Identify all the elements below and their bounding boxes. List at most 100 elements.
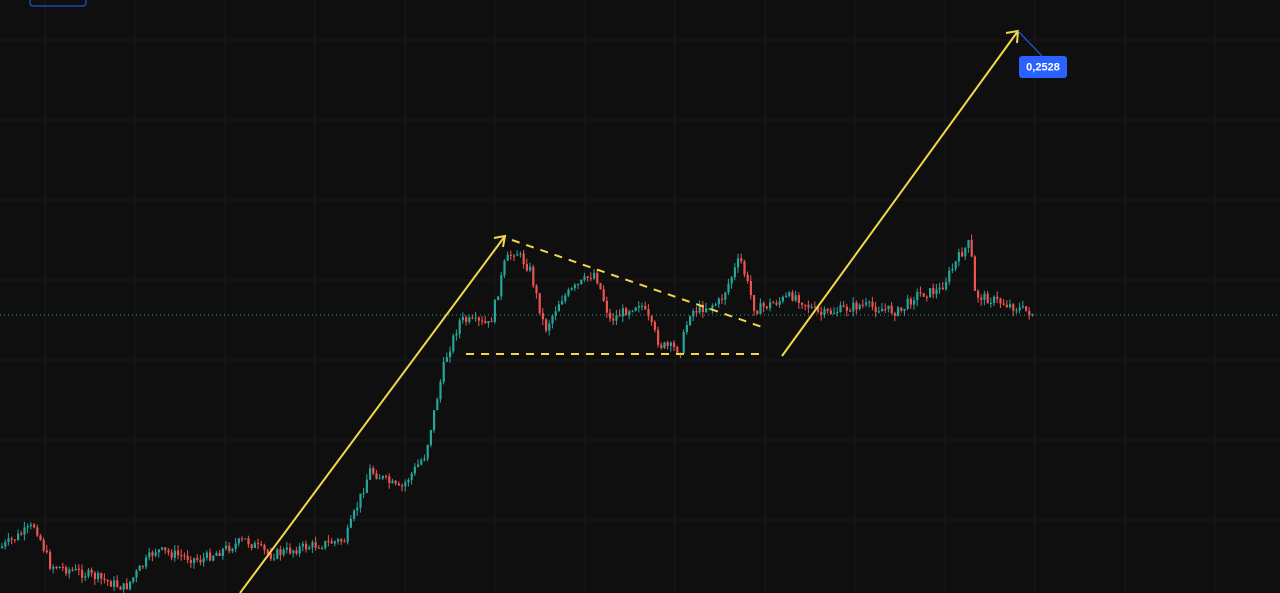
candle-body xyxy=(740,258,743,262)
candle-body xyxy=(983,293,986,300)
candle-body xyxy=(484,321,487,324)
candle-body xyxy=(263,545,266,551)
candles xyxy=(1,234,1034,593)
candle-body xyxy=(602,289,605,301)
candle-body xyxy=(42,539,45,551)
candle-body xyxy=(897,307,900,316)
candle-body xyxy=(714,304,717,306)
candle-body xyxy=(221,548,224,556)
candle-body xyxy=(330,541,333,544)
candle-body xyxy=(314,542,317,548)
candle-body xyxy=(1002,303,1005,305)
candle-body xyxy=(973,256,976,291)
candle-body xyxy=(596,272,599,284)
candle-body xyxy=(823,308,826,315)
candle-body xyxy=(666,342,669,346)
candle-body xyxy=(746,274,749,282)
candle-body xyxy=(26,526,29,528)
candle-body xyxy=(218,552,221,556)
candle-body xyxy=(122,583,125,590)
candle-body xyxy=(801,302,804,305)
candle-body xyxy=(692,311,695,317)
candle-body xyxy=(954,261,957,269)
candle-body xyxy=(570,288,573,290)
candle-body xyxy=(833,312,836,314)
candle-body xyxy=(225,545,228,549)
candle-body xyxy=(410,473,413,480)
candle-body xyxy=(737,258,740,268)
candle-body xyxy=(45,550,48,553)
candle-body xyxy=(705,308,708,313)
candle-body xyxy=(516,254,519,256)
candle-body xyxy=(401,485,404,487)
candle-body xyxy=(612,318,615,321)
candle-body xyxy=(1031,313,1034,316)
candle-body xyxy=(605,300,608,313)
candle-body xyxy=(109,581,112,587)
candle-body xyxy=(285,547,288,550)
candle-body xyxy=(689,316,692,325)
candle-body xyxy=(353,510,356,519)
candle-body xyxy=(349,518,352,528)
candle-body xyxy=(948,270,951,282)
candle-body xyxy=(205,552,208,558)
candle-body xyxy=(481,320,484,322)
candle-body xyxy=(359,493,362,508)
candle-body xyxy=(13,539,16,541)
candle-body xyxy=(519,253,522,255)
candle-body xyxy=(81,569,84,578)
candle-body xyxy=(836,311,839,313)
candle-body xyxy=(682,332,685,354)
candle-body xyxy=(468,317,471,322)
candle-body xyxy=(781,296,784,302)
candle-body xyxy=(381,475,384,479)
candle-body xyxy=(660,344,663,348)
candle-body xyxy=(634,307,637,311)
candle-body xyxy=(356,507,359,511)
candle-body xyxy=(935,289,938,295)
candle-body xyxy=(52,566,55,569)
candle-body xyxy=(564,295,567,302)
candle-body xyxy=(71,569,74,571)
arrow-head xyxy=(493,234,507,248)
candle-body xyxy=(298,546,301,554)
candle-body xyxy=(103,578,106,580)
candle-body xyxy=(253,543,256,548)
candle-body xyxy=(925,296,928,298)
candle-body xyxy=(452,335,455,352)
candle-body xyxy=(989,302,992,304)
candle-body xyxy=(170,552,173,558)
target-arrow xyxy=(781,30,1019,357)
candle-body xyxy=(695,311,698,313)
candle-body xyxy=(993,296,996,303)
candle-body xyxy=(237,538,240,544)
candle-body xyxy=(7,538,10,543)
candle-body xyxy=(292,550,295,554)
candle-body xyxy=(785,295,788,297)
candle-body xyxy=(202,557,205,563)
candle-body xyxy=(970,240,973,257)
candle-body xyxy=(1012,304,1015,311)
candle-body xyxy=(698,304,701,313)
candle-body xyxy=(1009,304,1012,308)
candle-body xyxy=(167,550,170,553)
candle-body xyxy=(260,544,263,546)
candle-body xyxy=(340,539,343,542)
candle-body xyxy=(55,566,58,569)
candle-body xyxy=(631,310,634,312)
toolbar-button[interactable] xyxy=(29,0,87,7)
candle-body xyxy=(407,479,410,483)
candle-body xyxy=(279,549,282,555)
candle-body xyxy=(327,540,330,542)
candle-body xyxy=(477,317,480,321)
candle-body xyxy=(599,283,602,290)
candle-body xyxy=(721,298,724,300)
candle-body xyxy=(561,301,564,305)
candle-body xyxy=(644,306,647,310)
candle-body xyxy=(743,261,746,275)
candle-body xyxy=(257,543,260,545)
candle-body xyxy=(730,277,733,284)
candle-body xyxy=(247,538,250,545)
